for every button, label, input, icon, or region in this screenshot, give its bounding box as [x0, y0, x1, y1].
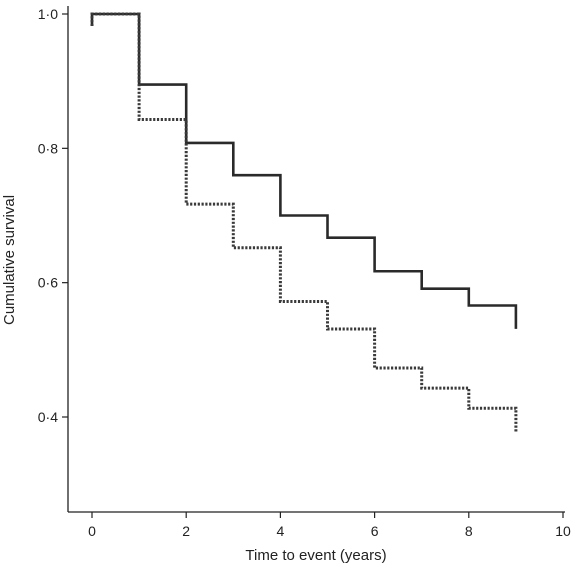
y-tick-label: 1·0 — [38, 6, 58, 22]
y-axis-label: Cumulative survival — [1, 195, 18, 325]
series-line-2 — [90, 12, 518, 434]
series-line-1 — [90, 12, 518, 329]
x-tick-label: 0 — [88, 523, 96, 539]
x-tick-label: 2 — [182, 523, 190, 539]
x-tick-label: 10 — [555, 523, 571, 539]
y-tick-label: 0·8 — [38, 140, 58, 156]
x-tick-label: 8 — [465, 523, 473, 539]
series-layer — [90, 12, 518, 434]
y-tick-label: 0·4 — [38, 409, 58, 425]
x-tick-label: 4 — [277, 523, 285, 539]
y-tick-label: 0·6 — [38, 275, 58, 291]
x-ticks: 0 2 4 6 8 10 — [88, 512, 571, 539]
x-axis-label: Time to event (years) — [245, 547, 386, 564]
axes — [67, 6, 565, 513]
x-tick-label: 6 — [371, 523, 379, 539]
y-ticks: 0·4 0·6 0·8 1·0 — [38, 6, 68, 425]
